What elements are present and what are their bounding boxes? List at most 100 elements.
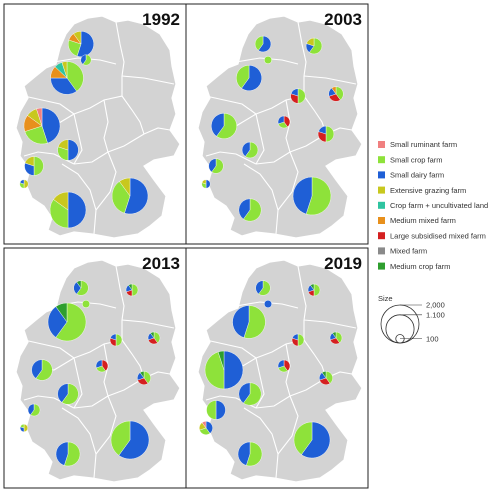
legend-label: Small dairy farm <box>390 171 444 180</box>
brandenburg-pie <box>147 331 161 345</box>
schleswig-holstein-slice-sdf <box>76 31 94 57</box>
hamburg-slice-sdf <box>80 54 87 65</box>
rhineland-palatinate-pie <box>27 403 41 417</box>
saarland-pie <box>20 423 28 433</box>
brandenburg-pie <box>328 86 344 102</box>
rhineland-palatinate-pie <box>208 158 224 174</box>
nrw-slice-sdf <box>41 107 61 144</box>
legend-label: Medium crop farm <box>390 262 450 271</box>
legend-label: Large subsidised mixed farm <box>390 231 486 240</box>
state-borders <box>205 21 357 235</box>
saxony-anhalt-pie <box>109 333 123 347</box>
hamburg-pie <box>80 54 92 66</box>
saxony-pie <box>317 125 335 143</box>
legend-swatch <box>378 171 385 179</box>
schleswig-holstein-slice-sdf <box>258 35 272 53</box>
hesse-slice-scf <box>245 141 259 159</box>
lower-saxony-slice-scf <box>66 61 84 92</box>
legend-item-scf: Small crop farm <box>378 155 443 164</box>
baden-wuerttemberg-slice-egf <box>53 191 69 211</box>
brandenburg-slice-scf <box>335 86 344 101</box>
hesse-slice-egf <box>57 139 69 151</box>
thuringia-pie <box>277 115 291 129</box>
lower-saxony-slice-sdf <box>47 306 68 338</box>
lower-saxony-slice-scf <box>243 305 266 339</box>
thuringia-pie <box>277 359 291 373</box>
schleswig-holstein-slice-scf <box>254 35 264 51</box>
saxony-anhalt-pie <box>291 333 305 347</box>
legend-item-mcf: Medium crop farm <box>378 262 450 271</box>
lower-saxony-pie <box>47 302 87 342</box>
saarland-slice-scf <box>20 423 25 429</box>
rhineland-palatinate-slice-egf <box>24 156 35 167</box>
mecklenburg-pie <box>305 37 323 55</box>
bavaria-slice-sdf <box>301 421 331 459</box>
baden-wuerttemberg-slice-scf <box>49 199 69 229</box>
baden-wuerttemberg-pie <box>237 441 263 467</box>
mecklenburg-slice-mcf <box>128 283 133 291</box>
legend-label: Mixed farm <box>390 247 427 256</box>
mecklenburg-slice-egf <box>306 37 315 47</box>
panel-1992: 1992 <box>3 3 187 245</box>
saxony-anhalt-pie <box>290 88 306 104</box>
hesse-slice-sdf <box>57 383 69 403</box>
size-label-1100: 1.100 <box>426 310 445 319</box>
hesse-slice-sdf <box>238 382 251 404</box>
bavaria-slice-scf <box>111 181 131 214</box>
saarland-pie <box>201 179 211 189</box>
hesse-slice-sdf <box>241 141 251 157</box>
legend-swatch <box>378 156 385 164</box>
hamburg-pie <box>81 299 91 309</box>
thuringia-slice-sdf <box>95 359 103 369</box>
panel-2003: 2003 <box>185 3 369 245</box>
saarland-pie <box>19 179 29 189</box>
rhineland-palatinate-slice-sdf <box>27 403 35 416</box>
bavaria-pie <box>292 176 332 216</box>
legend-item-sdf: Small dairy farm <box>378 171 444 180</box>
nrw-slice-srf <box>36 107 43 127</box>
schleswig-holstein-pie <box>73 280 89 296</box>
mecklenburg-pie <box>307 283 321 297</box>
lower-saxony-pie <box>50 61 84 95</box>
nrw-slice-scf <box>24 125 48 145</box>
panel-year-label: 2003 <box>324 10 362 29</box>
baden-wuerttemberg-pie <box>55 441 81 467</box>
saarland-slice-srf <box>201 421 207 429</box>
bavaria-slice-sdf <box>124 177 149 215</box>
size-legend-title: Size <box>378 294 393 303</box>
nrw-pie <box>31 359 53 381</box>
nrw-pie <box>23 107 61 145</box>
legend-item-egf: Extensive grazing farm <box>378 186 466 195</box>
lower-saxony-slice-scf <box>236 65 250 89</box>
schleswig-holstein-slice-sdf <box>255 280 264 295</box>
schleswig-holstein-slice-mcf <box>76 280 82 289</box>
legend-item-cfu: Crop farm + uncultivated land <box>378 201 488 210</box>
baden-wuerttemberg-slice-sdf <box>238 198 251 220</box>
lower-saxony-pie <box>232 305 266 339</box>
legend-swatch <box>378 217 385 224</box>
bavaria-pie <box>111 177 149 215</box>
nrw-slice-mcf <box>217 350 225 371</box>
rhineland-palatinate-slice-sdf <box>215 400 226 420</box>
hesse-slice-scf <box>243 382 262 406</box>
lower-saxony-slice-sdf <box>232 305 250 338</box>
saxony-anhalt-slice-scf <box>297 88 306 104</box>
hesse-pie <box>238 382 262 406</box>
saxony-anhalt-slice-sdf <box>292 333 299 341</box>
bavaria-slice-scf <box>110 420 131 456</box>
panel-2019: 2019 <box>185 247 369 489</box>
legend-swatch <box>378 201 385 209</box>
brandenburg-slice-mcf <box>332 331 337 339</box>
nrw-pie <box>204 350 244 390</box>
saarland-pie <box>199 421 213 435</box>
size-label-100: 100 <box>426 334 439 343</box>
hesse-slice-scf <box>61 383 79 405</box>
lower-saxony-slice-scf <box>55 302 87 342</box>
brandenburg-slice-mcf <box>150 331 155 339</box>
panel-year-label: 2019 <box>324 254 362 273</box>
nrw-pie <box>211 113 237 139</box>
lower-saxony-slice-mcf <box>55 302 68 323</box>
legend-item-srf: Small ruminant farm <box>378 140 457 149</box>
